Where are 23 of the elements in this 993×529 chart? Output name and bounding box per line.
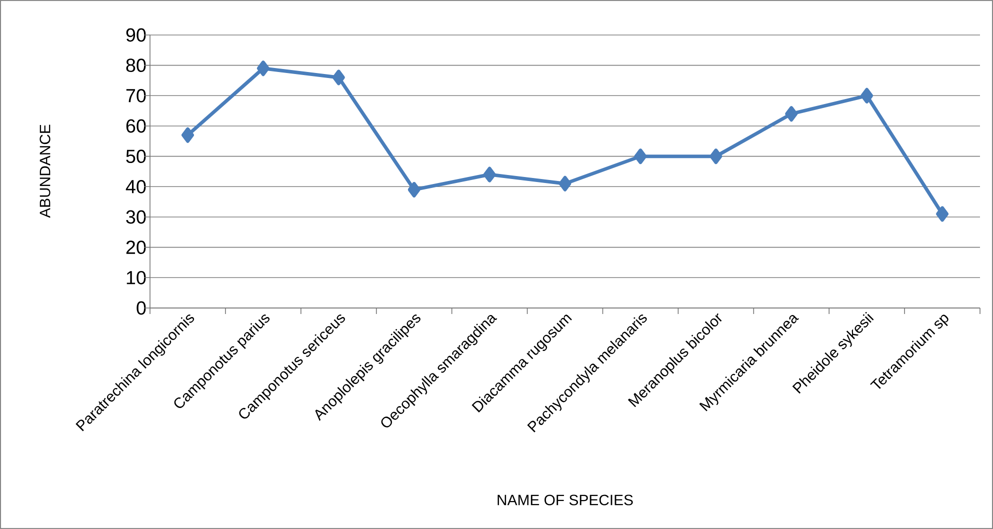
y-tick-label: 40 <box>126 180 146 194</box>
y-axis-title: ABUNDANCE <box>40 124 50 218</box>
y-tick-label: 90 <box>126 28 146 42</box>
point <box>181 127 194 143</box>
y-tick-label: 70 <box>126 88 146 102</box>
y-tick-label: 60 <box>126 119 146 133</box>
point <box>332 70 345 86</box>
point <box>936 206 949 222</box>
y-tick-label: 80 <box>126 58 146 72</box>
y-tick-label: 30 <box>126 210 146 224</box>
y-tick-label: 10 <box>126 270 146 284</box>
point <box>256 60 270 76</box>
point <box>785 106 798 122</box>
point <box>408 182 420 198</box>
x-axis-title: NAME OF SPECIES <box>498 494 633 506</box>
point <box>860 88 874 104</box>
point <box>483 166 496 182</box>
y-tick-label: 0 <box>136 301 146 315</box>
point <box>710 148 722 164</box>
y-tick-label: 20 <box>126 240 146 254</box>
point <box>634 148 647 164</box>
y-tick-label: 50 <box>126 150 146 164</box>
point <box>558 176 572 192</box>
